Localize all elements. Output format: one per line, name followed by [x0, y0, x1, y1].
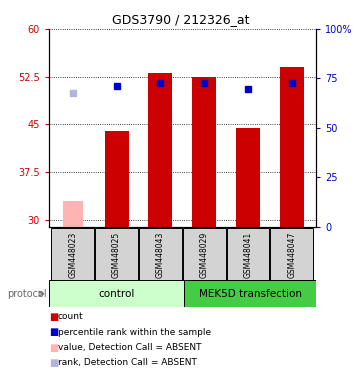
Text: GSM448041: GSM448041 [244, 231, 252, 278]
Text: control: control [99, 289, 135, 299]
Text: ■: ■ [49, 312, 58, 322]
Text: GSM448025: GSM448025 [112, 231, 121, 278]
Text: MEK5D transfection: MEK5D transfection [199, 289, 302, 299]
Text: GSM448047: GSM448047 [287, 231, 296, 278]
Text: GSM448023: GSM448023 [68, 231, 77, 278]
Bar [280, 67, 304, 227]
Bar [95, 228, 138, 280]
Bar [49, 280, 184, 307]
Text: protocol: protocol [7, 289, 47, 299]
Text: GSM448043: GSM448043 [156, 231, 165, 278]
Text: GSM448029: GSM448029 [200, 231, 209, 278]
Bar [227, 228, 269, 280]
Text: ■: ■ [49, 343, 58, 353]
Bar [192, 77, 216, 227]
Bar [62, 201, 83, 227]
Text: value, Detection Call = ABSENT: value, Detection Call = ABSENT [58, 343, 201, 352]
Bar [184, 280, 316, 307]
Text: percentile rank within the sample: percentile rank within the sample [58, 328, 211, 337]
Text: GDS3790 / 212326_at: GDS3790 / 212326_at [112, 13, 249, 26]
Text: rank, Detection Call = ABSENT: rank, Detection Call = ABSENT [58, 358, 197, 367]
Text: count: count [58, 312, 83, 321]
Bar [183, 228, 226, 280]
Bar [236, 127, 260, 227]
Text: ■: ■ [49, 358, 58, 368]
Bar [270, 228, 313, 280]
Bar [139, 228, 182, 280]
Bar [51, 228, 94, 280]
Bar [148, 73, 173, 227]
Text: ■: ■ [49, 327, 58, 337]
Bar [105, 131, 129, 227]
